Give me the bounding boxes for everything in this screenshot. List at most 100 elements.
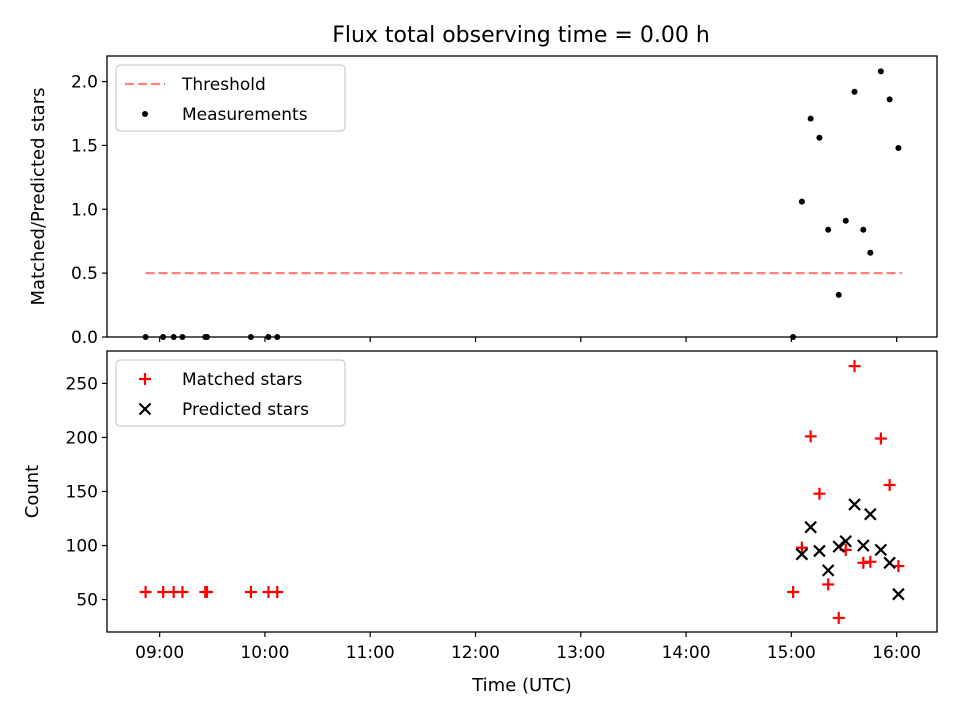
predicted-star-marker — [832, 540, 846, 553]
x-stroke-2 — [832, 540, 846, 553]
measurement-point — [274, 334, 281, 340]
x-tick-label: 09:00 — [135, 643, 184, 663]
x-axis-label: Time (UTC) — [471, 675, 572, 696]
predicted-star-marker — [839, 534, 853, 548]
legend-box — [115, 359, 346, 427]
x-stroke-2 — [892, 587, 905, 601]
measurement-point — [807, 115, 814, 122]
matched-star-marker — [787, 586, 800, 599]
predicted-star-marker — [883, 556, 896, 570]
measurement-point — [851, 88, 858, 95]
matched-star-marker — [157, 586, 170, 599]
legend-swatch-predicted-2 — [138, 402, 152, 416]
matched-star-marker — [883, 479, 896, 492]
y-tick-label: 150 — [66, 483, 98, 503]
measurement-point — [877, 68, 884, 75]
predicted-star-marker — [813, 544, 826, 558]
y-tick-label: 1.0 — [71, 200, 98, 220]
chart-title: Flux total observing time = 0.00 h — [332, 23, 710, 48]
measurement-point — [860, 226, 867, 233]
legend-label: Measurements — [182, 105, 308, 125]
matched-star-marker — [832, 611, 845, 624]
matched-star-marker — [795, 541, 808, 554]
y-tick-label: 200 — [66, 428, 98, 448]
y-tick-label: 0.5 — [71, 264, 98, 284]
x-tick-label: 12:00 — [451, 643, 500, 663]
measurement-point — [265, 334, 272, 340]
x-stroke-2 — [857, 539, 870, 552]
matched-star-marker — [271, 586, 284, 599]
predicted-star-marker — [804, 520, 817, 534]
predicted-star-marker — [857, 539, 870, 552]
measurement-point — [867, 249, 874, 256]
measurement-point — [816, 134, 823, 141]
series-matched-stars — [139, 360, 905, 624]
x-stroke-2 — [839, 534, 853, 548]
predicted-star-marker — [864, 507, 877, 521]
measurement-point — [798, 198, 805, 205]
measurement-point — [825, 226, 832, 233]
y-axis-label: Count — [22, 465, 43, 518]
measurement-point — [142, 334, 149, 340]
measurement-point — [247, 334, 254, 340]
legend: Matched stars Predicted stars — [115, 359, 346, 427]
matched-star-marker — [201, 586, 214, 599]
predicted-star-marker — [892, 587, 905, 601]
matched-star-marker — [176, 586, 189, 599]
y-tick-label: 100 — [66, 537, 98, 557]
axes-frame — [106, 55, 938, 338]
measurement-point — [842, 217, 849, 224]
matched-star-marker — [822, 578, 835, 591]
predicted-star-marker — [821, 564, 835, 577]
legend-swatch-measurements — [142, 111, 148, 117]
x-stroke-2 — [883, 556, 896, 570]
matched-star-marker — [848, 360, 861, 373]
x-tick-label: 11:00 — [346, 643, 395, 663]
y-axis-label: Matched/Predicted stars — [28, 88, 49, 306]
matched-star-marker — [813, 487, 826, 500]
legend-label: Predicted stars — [182, 400, 309, 420]
y-tick-label: 50 — [76, 591, 98, 611]
legend: Threshold Measurements — [115, 64, 346, 132]
x-stroke-2 — [848, 498, 861, 511]
measurement-point — [895, 144, 902, 151]
measurement-point — [886, 96, 893, 103]
predicted-star-marker — [795, 547, 809, 561]
predicted-star-marker — [848, 498, 861, 511]
y-tick-label: 0.0 — [71, 328, 98, 348]
legend-box — [115, 64, 346, 132]
y-tick-label: 1.5 — [71, 136, 98, 156]
x-tick-label: 15:00 — [767, 643, 816, 663]
x-tick-label: 14:00 — [662, 643, 711, 663]
x-stroke-2 — [795, 547, 809, 561]
plot-layer: 0.0 0.5 1.0 1.5 2.0 Matched/Predicted stars Th… — [22, 55, 938, 696]
measurement-point — [204, 334, 211, 340]
panel-bottom: 50 100 150 200 250 09:00 10:00 11:00 12:00 13:00 1… — [22, 350, 938, 696]
x-tick-label: 10:00 — [240, 643, 289, 663]
matched-star-marker — [864, 555, 877, 568]
x-tick-label: 16:00 — [872, 643, 921, 663]
panel-top: 0.0 0.5 1.0 1.5 2.0 Matched/Predicted stars Th… — [28, 55, 938, 348]
measurement-point — [170, 334, 177, 340]
series-predicted-stars — [795, 498, 905, 601]
measurement-point — [835, 291, 842, 298]
matched-star-marker — [139, 586, 152, 599]
matched-star-marker — [804, 430, 817, 443]
matched-star-marker — [244, 586, 257, 599]
predicted-star-marker — [874, 543, 888, 557]
x-stroke-2 — [874, 543, 888, 557]
y-tick-label: 250 — [66, 374, 98, 394]
series-measurements — [142, 68, 902, 340]
measurement-point — [790, 334, 797, 340]
legend-label: Matched stars — [182, 370, 302, 390]
x-stroke-2 — [821, 564, 835, 577]
y-tick-label: 2.0 — [71, 73, 98, 93]
x-stroke-2 — [864, 507, 877, 521]
x-stroke-2 — [813, 544, 826, 558]
measurement-point — [160, 334, 167, 340]
legend-label: Threshold — [181, 75, 266, 95]
x-tick-label: 13:00 — [556, 643, 605, 663]
matched-star-marker — [874, 432, 887, 445]
measurement-point — [179, 334, 186, 340]
